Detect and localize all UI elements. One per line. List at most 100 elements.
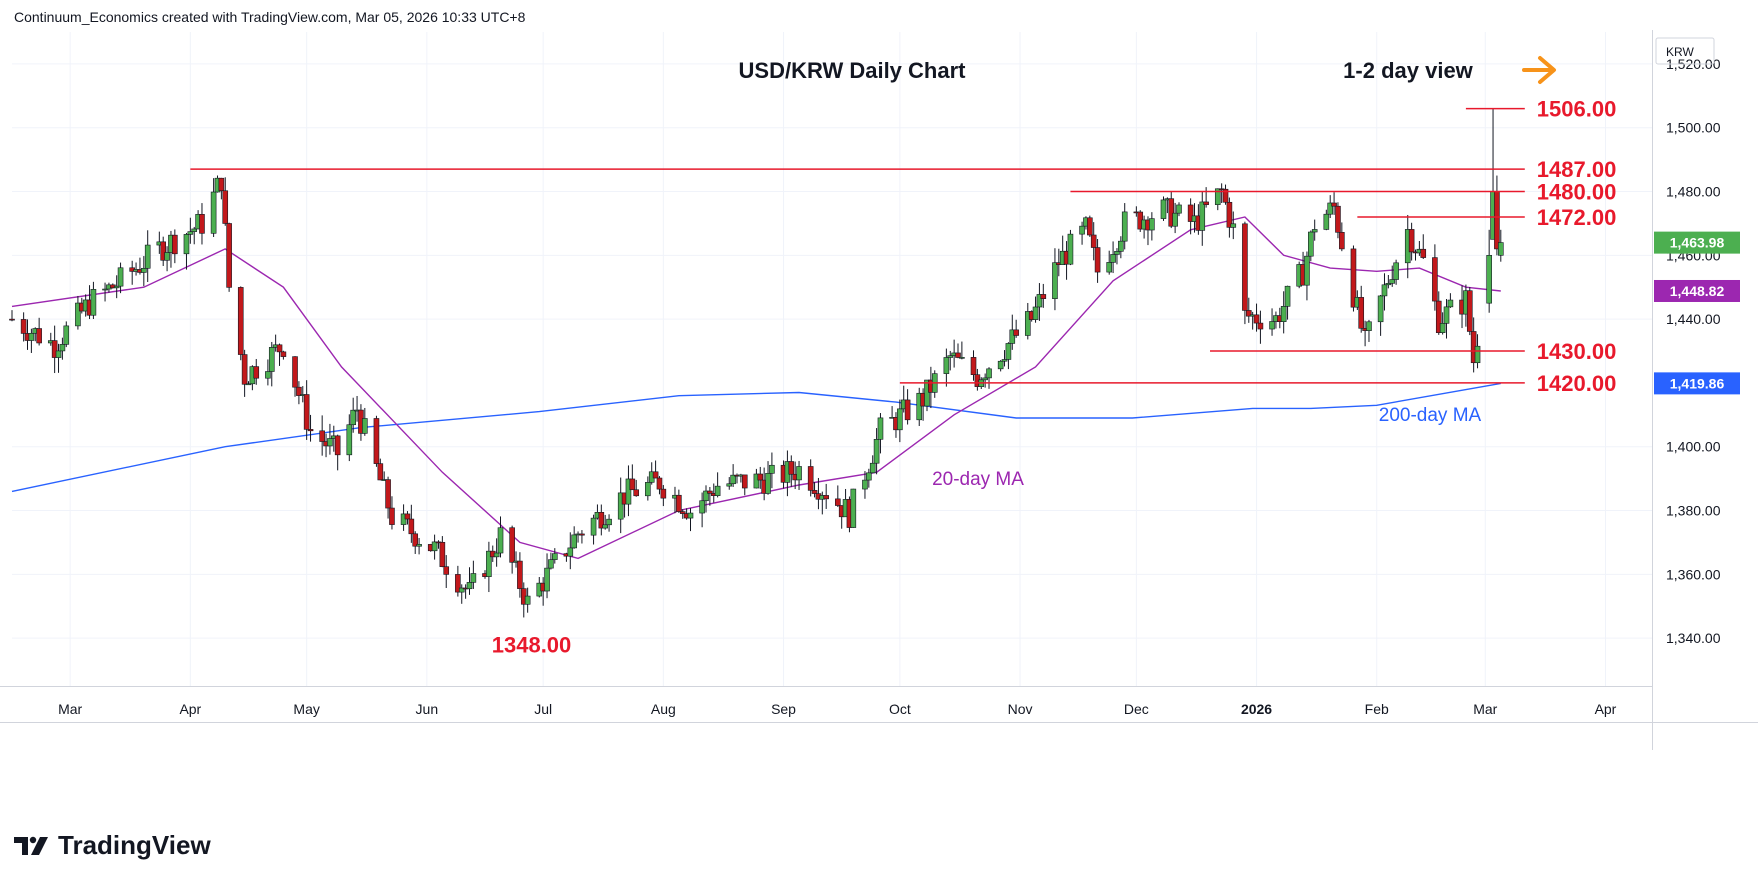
- candle-body: [1036, 294, 1043, 308]
- price-axis: 1,520.001,500.001,480.001,460.001,440.00…: [1654, 37, 1740, 646]
- candle-body: [443, 566, 450, 575]
- candle-body: [866, 472, 872, 481]
- x-tick-label: Mar: [1473, 701, 1497, 717]
- candle-body: [237, 287, 244, 355]
- candle-body: [1358, 297, 1365, 329]
- candle-body: [1486, 255, 1492, 304]
- candle-body: [1335, 205, 1341, 233]
- candle-body: [191, 228, 198, 232]
- candle-body: [679, 511, 686, 514]
- ma20-path: [11, 216, 1501, 560]
- candle-body: [579, 533, 585, 536]
- candle-body: [416, 544, 422, 547]
- brand-name: TradingView: [58, 830, 211, 860]
- candle-body: [726, 483, 733, 487]
- view-label: 1-2 day view: [1343, 58, 1474, 83]
- chart-header: Continuum_Economics created with Trading…: [14, 9, 526, 25]
- candle-body: [1408, 229, 1415, 253]
- candle-body: [268, 347, 275, 372]
- candle-body: [9, 318, 15, 321]
- candle-body: [1114, 251, 1120, 255]
- candle-body: [1187, 204, 1194, 222]
- candle-body: [730, 474, 736, 485]
- level-label: 1430.00: [1537, 339, 1617, 364]
- candle-body: [303, 394, 310, 430]
- candle-body: [245, 383, 252, 386]
- candle-body: [1439, 323, 1446, 333]
- ma20-line: [11, 216, 1501, 560]
- grid: [0, 30, 1653, 750]
- currency-box: [1655, 37, 1715, 65]
- candle-body: [1222, 188, 1229, 203]
- level-label: 1506.00: [1537, 97, 1617, 122]
- x-tick-label: Jun: [416, 701, 439, 717]
- candle-body: [404, 513, 411, 520]
- candle-body: [1269, 321, 1275, 330]
- candle-body: [1214, 188, 1221, 205]
- candle-body: [362, 418, 368, 434]
- candle-body: [1381, 284, 1388, 297]
- candle-body: [1393, 262, 1399, 280]
- candle-body: [431, 541, 438, 552]
- candle-body: [1435, 300, 1442, 333]
- candle-body: [117, 267, 124, 287]
- candle-body: [222, 190, 229, 224]
- candle-body: [1350, 248, 1357, 308]
- candle-body: [1308, 231, 1314, 257]
- candle-body: [141, 267, 147, 273]
- x-tick-label: Mar: [58, 701, 82, 717]
- candle-body: [1009, 329, 1016, 344]
- candle-body: [707, 490, 713, 494]
- candle-body: [59, 344, 66, 352]
- candle-body: [757, 473, 764, 481]
- candle-body: [807, 466, 814, 491]
- candle-body: [850, 488, 857, 528]
- candle-body: [1443, 306, 1450, 324]
- candle-body: [997, 360, 1004, 370]
- candle-body: [924, 379, 930, 407]
- y-tick-label: 1,440.00: [1666, 311, 1721, 327]
- chart-frame[interactable]: 1506.00 1487.00 1480.00 1472.00 1430.00 1420.…: [0, 30, 1758, 810]
- candle-body: [389, 507, 395, 525]
- candle-body: [796, 466, 802, 481]
- candle-body: [943, 357, 950, 374]
- tradingview-logo[interactable]: TradingView: [14, 830, 211, 861]
- low-label: 1348.00: [492, 633, 572, 658]
- candle-body: [660, 488, 667, 499]
- candle-body: [1466, 290, 1473, 332]
- candle-body: [1385, 283, 1392, 286]
- candle-body: [1005, 343, 1012, 360]
- x-tick-label: 2026: [1241, 701, 1272, 717]
- footer-divider: [0, 722, 1758, 723]
- candle-body: [571, 534, 577, 549]
- candle-body: [458, 587, 465, 593]
- candle-body: [877, 417, 884, 440]
- candle-body: [455, 574, 461, 593]
- candle-body: [218, 177, 225, 192]
- candle-body: [897, 408, 903, 431]
- price-badge-label: 1,448.82: [1670, 283, 1725, 299]
- candle-body: [1067, 233, 1074, 265]
- candle-body: [486, 550, 492, 577]
- level-label: 1472.00: [1537, 205, 1617, 230]
- candle-body: [1331, 202, 1337, 207]
- candle-body: [1094, 247, 1101, 273]
- candle-body: [959, 357, 965, 359]
- price-badge: [1654, 279, 1740, 302]
- candle-body: [524, 595, 531, 605]
- candle-body: [1447, 299, 1454, 308]
- candle-body: [1245, 310, 1252, 317]
- candle-body: [1366, 321, 1372, 331]
- candle-body: [412, 533, 419, 547]
- level-label: 1487.00: [1537, 157, 1617, 182]
- candle-body: [319, 430, 325, 442]
- candle-body: [703, 490, 709, 502]
- candle-body: [769, 464, 775, 474]
- ma20-label: 20-day MA: [932, 469, 1024, 490]
- candle-body: [1420, 248, 1427, 258]
- candle-body: [676, 494, 682, 512]
- candle-body: [606, 518, 612, 526]
- ma200-label: 200-day MA: [1379, 405, 1482, 426]
- candle-body: [183, 234, 190, 255]
